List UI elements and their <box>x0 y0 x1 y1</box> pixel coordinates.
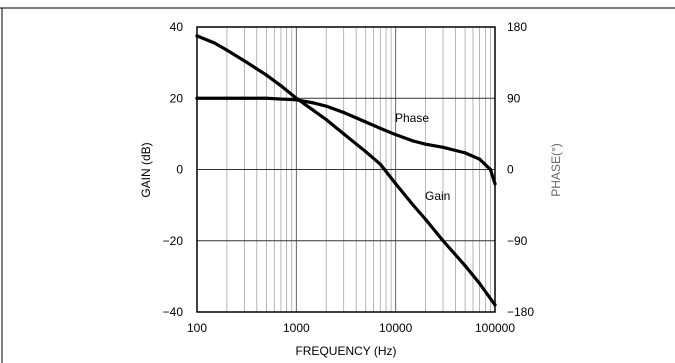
y-tick-labels: 40 20 0 −20 −40 <box>163 20 184 319</box>
x-tick-label-2: 10000 <box>379 321 413 335</box>
data-point-gain-11 <box>378 162 382 166</box>
data-point-phase-4 <box>279 97 283 101</box>
data-point-gain-7 <box>312 109 316 113</box>
gain-curve-label: Gain <box>425 189 450 203</box>
data-point-gain-17 <box>478 281 482 286</box>
y2-tick-label-3: −90 <box>507 234 528 248</box>
data-point-phase-9 <box>364 120 368 124</box>
data-point-gain-2 <box>225 48 229 52</box>
x-tick-label-3: 100000 <box>475 321 515 335</box>
data-point-phase-1 <box>225 96 229 100</box>
y2-tick-labels: 180 90 0 −90 −180 <box>507 20 534 319</box>
y2-tick-label-4: −180 <box>507 305 534 319</box>
y-tick-label-3: −20 <box>163 234 184 248</box>
data-point-phase-3 <box>264 96 269 100</box>
series-line-phase <box>195 96 497 186</box>
y2-tick-label-2: 0 <box>507 163 514 177</box>
x-tick-label-1: 1000 <box>283 321 310 335</box>
data-point-phase-17 <box>488 167 493 172</box>
data-point-gain-1 <box>212 41 217 45</box>
data-point-gain-10 <box>364 150 368 154</box>
data-point-gain-8 <box>324 118 328 122</box>
data-point-gain-14 <box>423 217 428 221</box>
data-point-phase-7 <box>324 104 328 108</box>
data-point-phase-14 <box>441 145 445 149</box>
data-point-phase-11 <box>394 133 398 137</box>
data-point-phase-10 <box>378 126 382 130</box>
data-point-gain-4 <box>264 73 269 77</box>
data-point-gain-13 <box>411 203 415 207</box>
data-point-phase-13 <box>423 142 428 146</box>
plot-area-border <box>196 26 496 313</box>
data-point-phase-5 <box>294 98 298 102</box>
y-tick-label-1: 20 <box>170 91 184 105</box>
x-tick-labels: 100 1000 10000 100000 <box>187 321 515 335</box>
y2-tick-label-1: 90 <box>507 91 521 105</box>
data-point-phase-12 <box>411 139 415 143</box>
y2-tick-label-0: 180 <box>507 20 527 34</box>
y-tick-label-2: 0 <box>176 163 183 177</box>
y-tick-label-4: −40 <box>163 305 184 319</box>
x-axis-title: FREQUENCY (Hz) <box>295 344 396 358</box>
x-tick-label-0: 100 <box>187 321 207 335</box>
data-point-phase-15 <box>463 151 467 155</box>
data-point-gain-16 <box>463 264 467 268</box>
data-point-gain-15 <box>441 239 445 243</box>
data-point-gain-12 <box>394 182 398 186</box>
curves <box>195 34 497 307</box>
data-point-phase-6 <box>312 101 316 105</box>
y-axis-title: GAIN (dB) <box>139 142 153 197</box>
y2-axis-title: PHASE(°) <box>549 143 563 196</box>
data-point-phase-16 <box>478 157 482 161</box>
data-point-gain-3 <box>242 59 246 63</box>
data-point-phase-2 <box>242 96 246 100</box>
series-line-gain <box>195 34 497 307</box>
y-tick-label-0: 40 <box>170 20 184 34</box>
data-point-gain-9 <box>342 132 346 136</box>
phase-curve-label: Phase <box>395 111 429 125</box>
grid <box>197 27 495 312</box>
data-point-phase-8 <box>342 110 346 115</box>
data-point-gain-5 <box>279 84 283 88</box>
